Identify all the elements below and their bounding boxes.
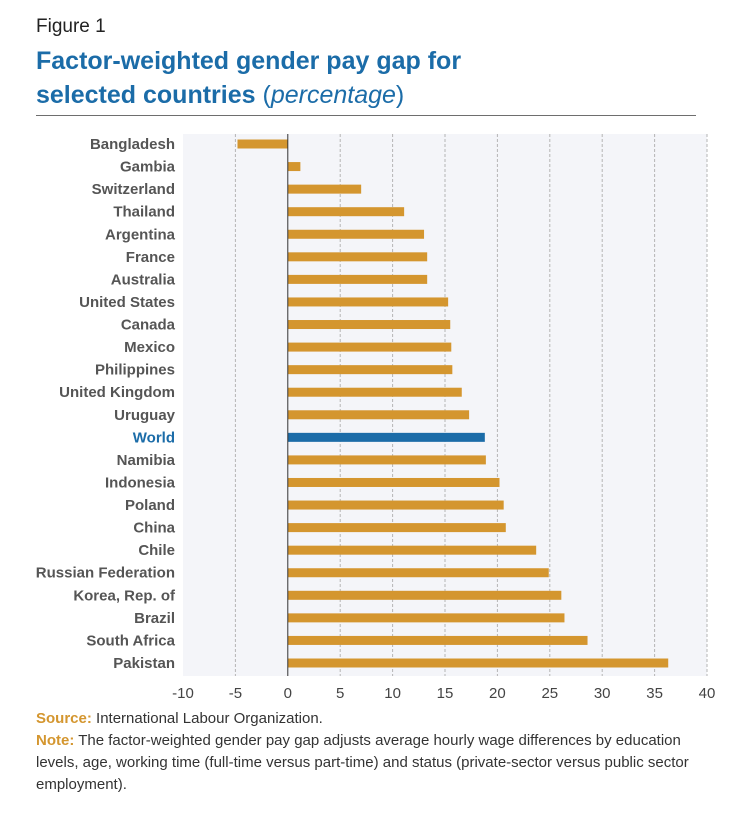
chart-title: Factor-weighted gender pay gap for selec… (36, 44, 676, 112)
category-label-philippines: Philippines (95, 362, 175, 379)
bar-world (287, 432, 485, 442)
bar-thailand (287, 207, 405, 217)
category-label-switzerland: Switzerland (92, 181, 175, 198)
category-label-russian-federation: Russian Federation (36, 565, 175, 582)
bar-mexico (287, 342, 452, 352)
bar-switzerland (287, 184, 362, 194)
category-label-korea-rep-of: Korea, Rep. of (73, 587, 176, 604)
category-label-china: China (133, 520, 175, 537)
category-label-uruguay: Uruguay (114, 407, 176, 424)
grid-lines (234, 134, 708, 676)
category-label-gambia: Gambia (120, 159, 176, 176)
category-label-argentina: Argentina (105, 226, 176, 243)
x-tick-label: 5 (336, 685, 344, 702)
bar-bangladesh (237, 139, 288, 149)
category-label-canada: Canada (121, 317, 176, 334)
category-label-united-kingdom: United Kingdom (59, 384, 175, 401)
x-tick-labels: -10 -5 0 5 10 15 20 25 30 35 40 (172, 685, 715, 702)
bars (237, 139, 669, 668)
bar-pakistan (287, 658, 669, 668)
category-label-indonesia: Indonesia (105, 474, 176, 491)
bar-france (287, 252, 428, 262)
x-tick-label: 15 (437, 685, 454, 702)
bar-philippines (287, 365, 453, 375)
category-label-thailand: Thailand (113, 204, 175, 221)
bar-poland (287, 500, 504, 510)
bar-united-kingdom (287, 387, 462, 397)
category-label-bangladesh: Bangladesh (90, 136, 175, 153)
bar-brazil (287, 613, 565, 623)
source-line: Source: International Labour Organizatio… (36, 708, 716, 730)
bar-chile (287, 545, 537, 555)
note-line: Note: The factor-weighted gender pay gap… (36, 730, 716, 796)
title-unit: percentage (270, 81, 396, 109)
x-tick-label: 20 (489, 685, 506, 702)
x-tick-label: -5 (229, 685, 242, 702)
bar-china (287, 523, 506, 533)
bar-indonesia (287, 477, 500, 487)
note-text: The factor-weighted gender pay gap adjus… (36, 732, 689, 793)
bar-namibia (287, 455, 486, 465)
x-tick-label: 25 (541, 685, 558, 702)
title-divider (36, 115, 696, 116)
category-label-brazil: Brazil (134, 610, 175, 627)
x-tick-label: 35 (646, 685, 663, 702)
bar-gambia (287, 162, 301, 172)
x-tick-label: 30 (594, 685, 611, 702)
chart-notes: Source: International Labour Organizatio… (36, 708, 716, 796)
category-label-france: France (126, 249, 175, 266)
x-tick-label: 40 (699, 685, 716, 702)
category-label-united-states: United States (79, 294, 175, 311)
category-label-namibia: Namibia (117, 452, 176, 469)
category-label-pakistan: Pakistan (113, 655, 175, 672)
category-label-south-africa: South Africa (86, 632, 175, 649)
category-label-mexico: Mexico (124, 339, 175, 356)
bar-united-states (287, 297, 449, 307)
source-label: Source: (36, 710, 92, 727)
category-label-poland: Poland (125, 497, 175, 514)
x-tick-label: 10 (384, 685, 401, 702)
x-tick-label: -10 (172, 685, 194, 702)
x-tick-label: 0 (284, 685, 292, 702)
bar-uruguay (287, 410, 470, 420)
title-line-1: Factor-weighted gender pay gap for (36, 47, 462, 75)
title-line-2-text: selected countries (36, 81, 256, 109)
bar-argentina (287, 229, 425, 239)
bar-australia (287, 274, 428, 284)
category-label-world: World (133, 429, 175, 446)
category-label-chile: Chile (138, 542, 175, 559)
category-label-australia: Australia (111, 271, 176, 288)
source-text: International Labour Organization. (96, 710, 323, 727)
bar-korea-rep-of (287, 590, 562, 600)
title-line-2: selected countries (percentage) (36, 81, 405, 109)
note-label: Note: (36, 732, 75, 749)
bar-south-africa (287, 635, 588, 645)
bar-chart: Bangladesh Gambia Switzerland Thailand Argen… (36, 134, 715, 702)
figure-label: Figure 1 (36, 16, 106, 37)
category-labels: Bangladesh Gambia Switzerland Thailand Argen… (36, 136, 176, 672)
bar-canada (287, 320, 451, 330)
bar-russian-federation (287, 568, 549, 578)
